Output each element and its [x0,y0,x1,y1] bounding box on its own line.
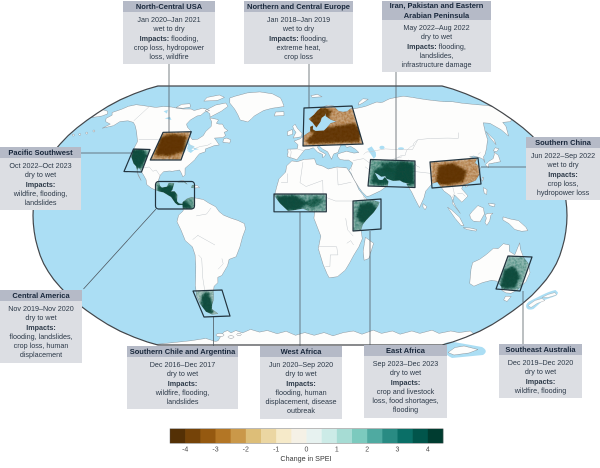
svg-text:3: 3 [396,447,400,454]
svg-text:4: 4 [426,447,430,454]
svg-text:2: 2 [365,447,369,454]
svg-text:-3: -3 [212,447,218,454]
svg-text:0: 0 [305,447,309,454]
svg-text:1: 1 [335,447,339,454]
svg-text:-1: -1 [273,447,279,454]
svg-text:-2: -2 [243,447,249,454]
svg-text:-4: -4 [182,447,188,454]
svg-text:Change in SPEI: Change in SPEI [280,454,331,463]
